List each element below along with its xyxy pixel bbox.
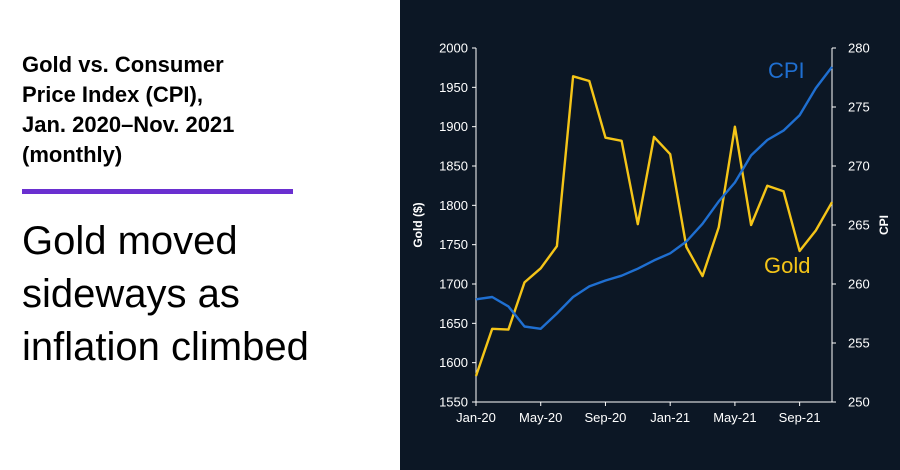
y-left-tick-label: 1600 bbox=[439, 355, 468, 370]
series-label-cpi: CPI bbox=[768, 58, 805, 83]
chart-series bbox=[474, 66, 834, 377]
x-tick-label: Sep-21 bbox=[779, 410, 821, 425]
y-right-tick-label: 270 bbox=[848, 159, 870, 174]
chart-title-line: (monthly) bbox=[22, 142, 123, 167]
series-line-gold bbox=[474, 75, 834, 377]
x-tick-label: May-20 bbox=[519, 410, 562, 425]
x-tick-label: Sep-20 bbox=[584, 410, 626, 425]
y-right-tick-label: 280 bbox=[848, 41, 870, 56]
x-tick-label: Jan-20 bbox=[456, 410, 496, 425]
y-right-tick-label: 265 bbox=[848, 218, 870, 233]
x-tick-label: May-21 bbox=[713, 410, 756, 425]
chart-title-line: Gold vs. Consumer bbox=[22, 52, 224, 77]
y-left-tick-label: 1550 bbox=[439, 395, 468, 410]
dual-axis-line-chart: 1550 1600 1650 1700 1750 1800 1850 1900 1950 2000… bbox=[411, 41, 891, 426]
y-left-tick-label: 1700 bbox=[439, 277, 468, 292]
y-right-tick-label: 255 bbox=[848, 336, 870, 351]
series-label-gold: Gold bbox=[764, 253, 810, 278]
y-left-tick-label: 1750 bbox=[439, 237, 468, 252]
y-left-tick-label: 1800 bbox=[439, 198, 468, 213]
chart-axes: 1550 1600 1650 1700 1750 1800 1850 1900 1950 2000… bbox=[411, 41, 891, 426]
y-left-tick-label: 1900 bbox=[439, 119, 468, 134]
y-right-axis-title: CPI bbox=[877, 215, 891, 235]
y-right-tick-label: 260 bbox=[848, 277, 870, 292]
chart-title-line: Jan. 2020–Nov. 2021 bbox=[22, 112, 235, 137]
text-panel: Gold vs. Consumer Price Index (CPI), Jan… bbox=[0, 0, 400, 470]
y-left-axis-title: Gold ($) bbox=[411, 202, 425, 247]
x-tick-label: Jan-21 bbox=[650, 410, 690, 425]
title-divider bbox=[22, 189, 293, 194]
headline-line: sideways as bbox=[22, 272, 240, 316]
chart-labels: CPI Gold bbox=[764, 58, 810, 278]
y-right-tick-label: 275 bbox=[848, 100, 870, 115]
chart-panel: 1550 1600 1650 1700 1750 1800 1850 1900 1950 2000… bbox=[400, 0, 900, 470]
series-line-cpi bbox=[475, 66, 833, 330]
chart-title-line: Price Index (CPI), bbox=[22, 82, 203, 107]
headline-line: inflation climbed bbox=[22, 325, 309, 369]
headline-line: Gold moved bbox=[22, 219, 238, 263]
y-left-tick-label: 1650 bbox=[439, 316, 468, 331]
y-right-tick-label: 250 bbox=[848, 395, 870, 410]
headline: Gold moved sideways as inflation climbed bbox=[22, 215, 392, 374]
y-left-tick-label: 2000 bbox=[439, 41, 468, 56]
y-left-tick-label: 1850 bbox=[439, 159, 468, 174]
chart-title: Gold vs. Consumer Price Index (CPI), Jan… bbox=[22, 50, 322, 170]
y-left-tick-label: 1950 bbox=[439, 80, 468, 95]
